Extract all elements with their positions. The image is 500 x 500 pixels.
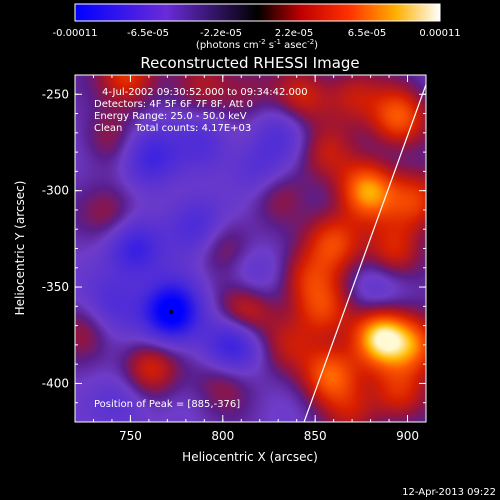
energy-range-text: Energy Range: 25.0 - 50.0 keV bbox=[94, 111, 247, 122]
colorbar-tick-label: 0.00011 bbox=[419, 28, 460, 39]
y-tick-label: -350 bbox=[42, 280, 69, 294]
x-tick-label: 800 bbox=[211, 429, 234, 443]
y-tick-label: -400 bbox=[42, 376, 69, 390]
colorbar-tick-label: 2.2e-05 bbox=[275, 28, 313, 39]
peak-position-text: Position of Peak = [885,-376] bbox=[94, 399, 240, 410]
colorbar-ticks: -0.00011 -6.5e-05 -2.2e-05 2.2e-05 6.5e-05 0.… bbox=[53, 28, 461, 39]
axes: 750 800 850 900 -250 -300 -350 -400 bbox=[42, 74, 427, 443]
footer-timestamp: 12-Apr-2013 09:22 bbox=[402, 487, 496, 498]
chart-title: Reconstructed RHESSI Image bbox=[140, 54, 359, 72]
colorbar-label: (photons cm-2 s-1 asec-2) bbox=[196, 38, 318, 51]
source-marker bbox=[169, 310, 174, 315]
solar-limb-line bbox=[303, 84, 426, 422]
time-range-text: 4-Jul-2002 09:30:52.000 to 09:34:42.000 bbox=[102, 87, 308, 98]
observation-info: 4-Jul-2002 09:30:52.000 to 09:34:42.000 … bbox=[94, 87, 308, 134]
x-tick-label: 750 bbox=[119, 429, 142, 443]
y-tick-label: -300 bbox=[42, 184, 69, 198]
colorbar-tick-label: 6.5e-05 bbox=[348, 28, 386, 39]
detectors-text: Detectors: 4F 5F 6F 7F 8F, Att 0 bbox=[94, 99, 253, 110]
colorbar-tick-label: -6.5e-05 bbox=[127, 28, 169, 39]
y-axis-label: Heliocentric Y (arcsec) bbox=[13, 181, 27, 316]
colorbar bbox=[74, 3, 441, 22]
colorbar-tick-label: -2.2e-05 bbox=[200, 28, 242, 39]
colorbar-tick-label: -0.00011 bbox=[53, 28, 98, 39]
x-axis-label: Heliocentric X (arcsec) bbox=[182, 450, 318, 464]
x-tick-label: 850 bbox=[304, 429, 327, 443]
x-tick-label: 900 bbox=[396, 429, 419, 443]
y-tick-label: -250 bbox=[42, 87, 69, 101]
clean-counts-text: Clean Total counts: 4.17E+03 bbox=[94, 123, 251, 134]
heatmap-image bbox=[75, 75, 426, 422]
